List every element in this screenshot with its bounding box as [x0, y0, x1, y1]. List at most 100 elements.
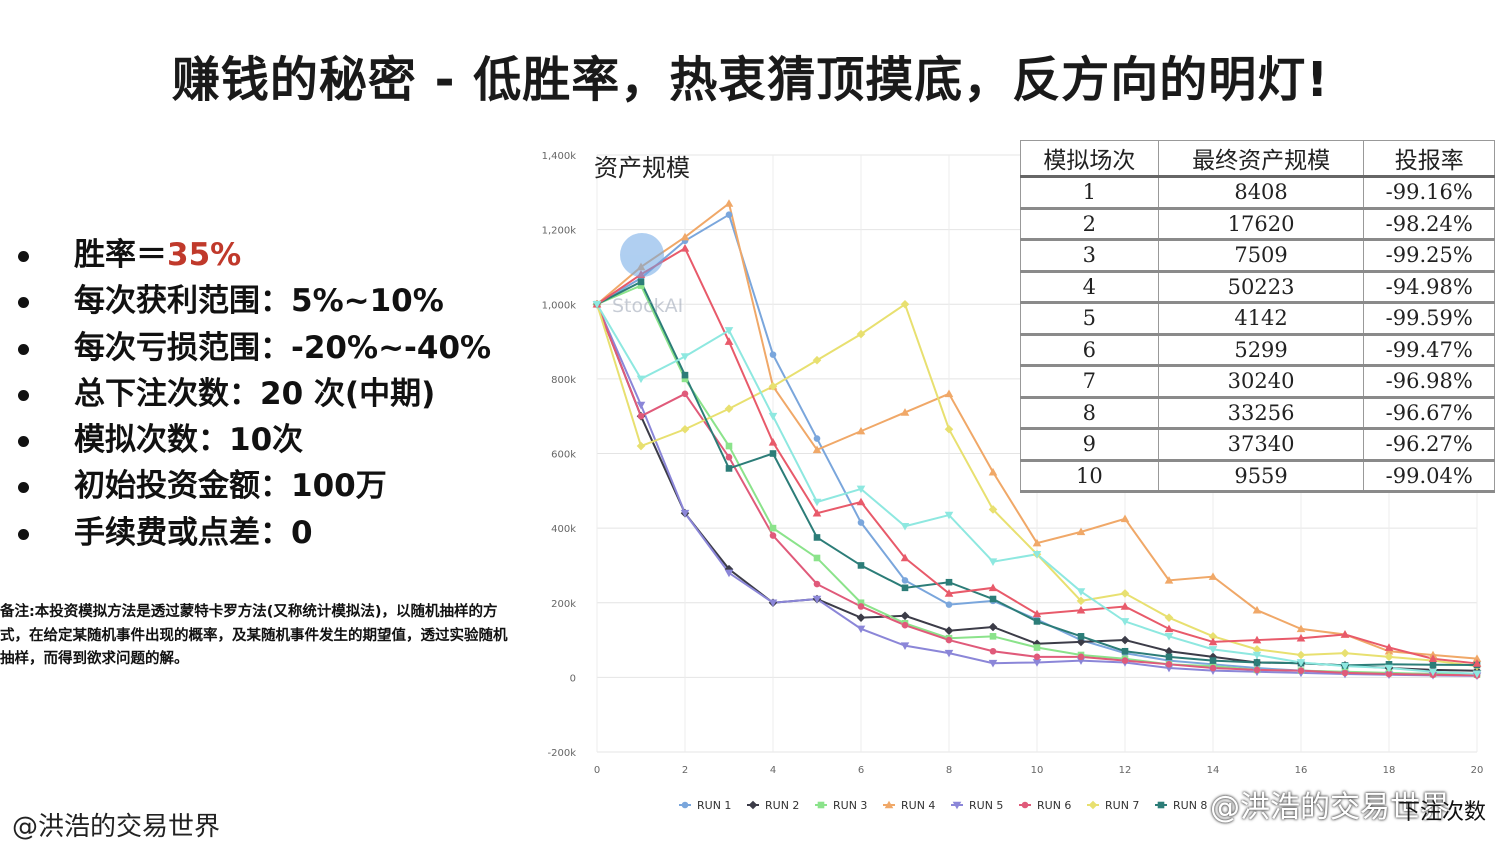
legend-label: RUN 5	[969, 799, 1003, 812]
data-point-marker	[813, 435, 821, 442]
table-header-2: 投报率	[1363, 140, 1495, 178]
data-point-marker	[813, 554, 821, 562]
x-tick-label: 20	[1471, 765, 1484, 776]
data-point-marker	[1033, 653, 1041, 661]
x-tick-label: 12	[1119, 765, 1132, 776]
data-point-marker	[1208, 646, 1218, 654]
data-point-marker	[1385, 661, 1393, 668]
data-point-marker	[681, 801, 689, 809]
data-point-marker	[636, 401, 646, 410]
data-point-marker	[1252, 635, 1262, 644]
data-point-marker	[725, 453, 733, 461]
data-point-marker	[1120, 635, 1130, 645]
y-tick-label: 600k	[551, 450, 576, 461]
data-point-marker	[1120, 589, 1130, 598]
table-cell: 30240	[1157, 365, 1365, 399]
data-point-marker	[1340, 630, 1350, 638]
data-point-marker	[857, 599, 865, 607]
x-tick-label: 2	[682, 765, 688, 776]
data-point-marker	[1296, 633, 1306, 642]
table-cell: 6	[1020, 334, 1159, 367]
legend-label: RUN 2	[765, 799, 799, 812]
data-point-marker	[1120, 602, 1130, 610]
data-point-marker	[768, 599, 778, 608]
y-axis-label: 资产规模	[594, 154, 690, 182]
x-tick-label: 8	[946, 765, 952, 776]
data-point-marker	[1021, 801, 1029, 809]
bullet-initial-capital: 初始投资金额：100万	[18, 463, 491, 509]
footnote: 备注:本投资模拟方法是透过蒙特卡罗方法(又称统计模拟法)，以随机抽样的方式，在给…	[0, 604, 508, 667]
table-cell: 2	[1020, 208, 1159, 241]
data-point-marker	[724, 337, 734, 345]
y-tick-label: 200k	[551, 599, 576, 610]
data-point-marker	[681, 390, 689, 398]
data-point-marker	[1164, 646, 1174, 656]
data-point-marker	[1296, 659, 1306, 667]
bullet-list: 胜率＝35% 每次获利范围：5%~10% 每次亏损范围：-20%~-40% 总下…	[18, 232, 491, 556]
data-point-marker	[1296, 624, 1306, 633]
table-cell: 5	[1020, 302, 1159, 336]
table-cell: -96.98%	[1363, 365, 1495, 399]
data-point-marker	[769, 532, 777, 539]
table-cell: 9	[1020, 428, 1159, 462]
data-point-marker	[901, 577, 909, 584]
bullet-dot	[18, 389, 29, 401]
data-point-marker	[944, 649, 954, 658]
data-point-marker	[725, 211, 733, 218]
table-row: 10 9559 -99.04%	[1020, 460, 1495, 493]
bullet-fees: 手续费或点差：0	[18, 510, 491, 556]
table-header-row: 模拟场次 最终资产规模 投报率	[1020, 140, 1495, 178]
table-row: 2 17620 -98.24%	[1020, 208, 1495, 241]
data-point-marker	[1208, 572, 1218, 580]
slide-title: 赚钱的秘密 - 低胜率，热衷猜顶摸底，反方向的明灯!	[171, 52, 1330, 108]
data-point-marker	[901, 584, 909, 592]
y-tick-label: 800k	[551, 375, 576, 386]
table-cell: 9559	[1157, 460, 1365, 493]
data-point-marker	[1340, 648, 1350, 658]
table-row: 3 7509 -99.25%	[1020, 239, 1495, 273]
data-point-marker	[1121, 657, 1129, 664]
logo-text: StockAI	[612, 295, 683, 317]
data-point-marker	[769, 524, 777, 532]
data-point-marker	[592, 300, 602, 309]
data-point-marker	[1428, 668, 1438, 677]
y-tick-label: 1,200k	[542, 226, 577, 237]
data-point-marker	[1076, 527, 1086, 536]
data-point-marker	[1296, 650, 1306, 660]
chart-ticks: -200k 0 200k 400k 600k 800k 1,000k 1,200k 1,400k…	[542, 151, 1484, 776]
data-point-marker	[1252, 651, 1262, 660]
data-point-marker	[724, 199, 734, 207]
data-point-marker	[944, 589, 954, 597]
data-point-marker	[856, 497, 866, 506]
data-point-marker	[1253, 666, 1261, 674]
data-point-marker	[812, 508, 822, 517]
table-body: 1 8408 -99.16% 2 17620 -98.24% 3 7509 -99.25% 4 50…	[1020, 176, 1495, 493]
bullet-dot	[18, 251, 29, 262]
x-tick-label: 4	[770, 765, 776, 776]
x-tick-label: 6	[858, 765, 864, 776]
data-point-marker	[680, 509, 690, 518]
data-point-marker	[813, 534, 821, 541]
legend-label: RUN 4	[901, 799, 935, 812]
table-row: 6 5299 -99.47%	[1020, 334, 1495, 367]
table-cell: 8408	[1157, 176, 1365, 210]
data-point-marker	[1077, 653, 1085, 661]
data-point-marker	[988, 467, 998, 476]
legend-label: RUN 3	[833, 799, 867, 812]
data-point-marker	[944, 511, 954, 520]
data-point-marker	[681, 375, 689, 383]
data-point-marker	[856, 613, 866, 622]
data-point-marker	[1472, 670, 1482, 679]
data-point-marker	[900, 408, 910, 416]
y-tick-label: 400k	[551, 524, 576, 535]
data-point-marker	[812, 595, 822, 604]
table-cell: 10	[1020, 460, 1159, 493]
data-point-marker	[725, 442, 733, 450]
table-row: 8 33256 -96.67%	[1020, 397, 1495, 430]
y-tick-label: -200k	[548, 748, 577, 759]
data-point-marker	[1209, 657, 1217, 664]
data-point-marker	[900, 642, 910, 650]
table-cell: -96.27%	[1363, 428, 1495, 462]
bullet-win-rate: 胜率＝35%	[18, 232, 491, 278]
table-cell: -99.25%	[1363, 239, 1495, 273]
